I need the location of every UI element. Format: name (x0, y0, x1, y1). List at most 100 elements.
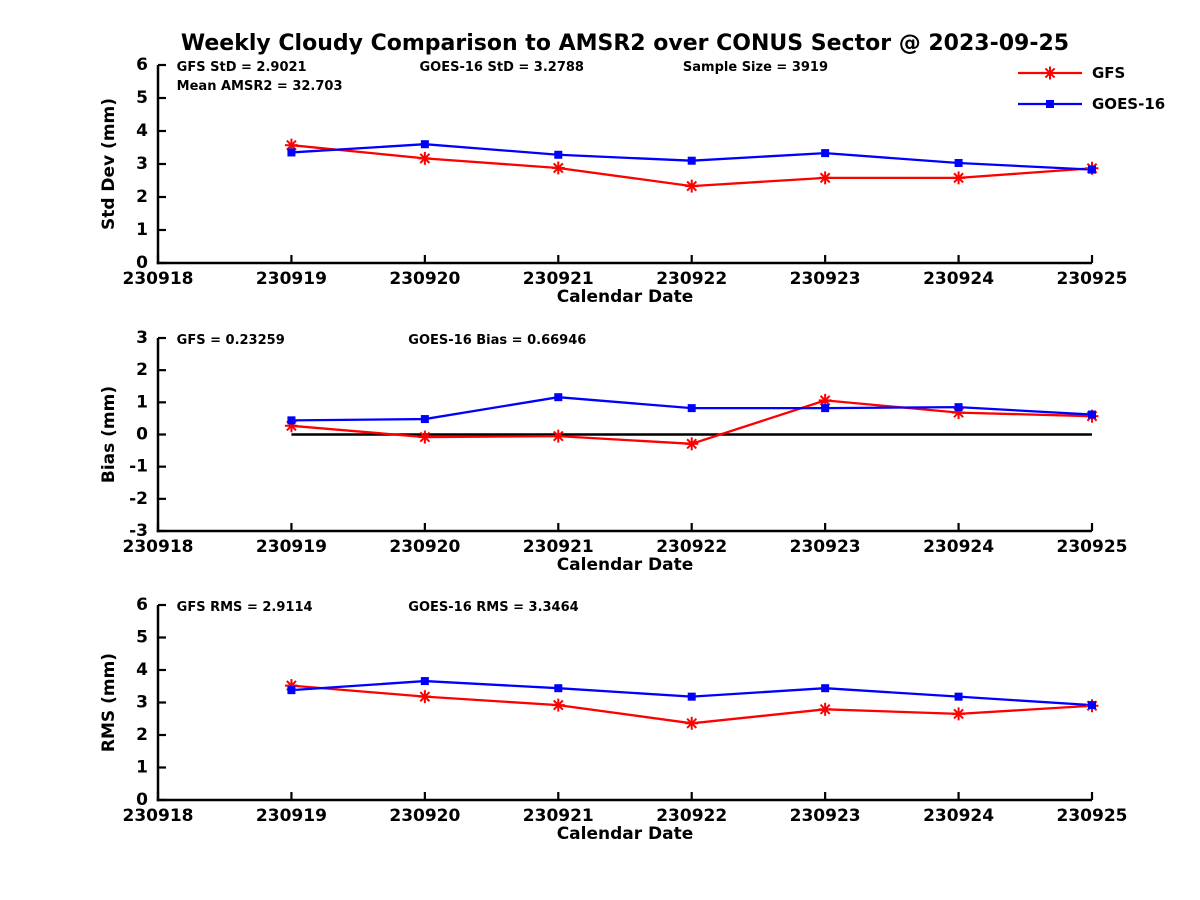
goes-16-marker (821, 404, 830, 413)
y-tick-label: 2 (136, 725, 148, 745)
y-tick-label: -1 (129, 457, 148, 477)
x-tick-label: 230922 (656, 537, 727, 557)
x-tick-label: 230924 (923, 537, 994, 557)
gfs-marker (952, 171, 966, 185)
gfs-legend-marker (1043, 66, 1057, 80)
goes-16-marker (821, 684, 830, 693)
gfs-marker (418, 690, 432, 704)
goes-16-marker (954, 403, 963, 412)
x-tick-label: 230918 (123, 537, 194, 557)
x-tick-label: 230920 (389, 537, 460, 557)
stat-annotation: Mean AMSR2 = 32.703 (177, 79, 343, 94)
stat-annotation: GOES-16 Bias = 0.66946 (408, 333, 586, 348)
legend-label: GOES-16 (1092, 95, 1165, 113)
gfs-marker (418, 151, 432, 165)
gfs-marker (818, 171, 832, 185)
gfs-marker (685, 437, 699, 451)
x-tick-label: 230921 (523, 269, 594, 289)
x-axis-label: Calendar Date (557, 824, 694, 844)
x-tick-label: 230924 (923, 806, 994, 826)
x-tick-label: 230920 (389, 806, 460, 826)
x-tick-label: 230919 (256, 806, 327, 826)
goes-16-marker (687, 692, 696, 701)
y-tick-label: -3 (129, 521, 148, 541)
x-tick-label: 230925 (1057, 269, 1128, 289)
stat-annotation: GFS StD = 2.9021 (177, 60, 307, 75)
y-tick-label: 1 (136, 758, 148, 778)
y-tick-label: 3 (136, 328, 148, 348)
x-tick-label: 230924 (923, 269, 994, 289)
subplot-std-dev: 0 1 2 3 4 5 6 230918 230919 230920 230921 230922 230… (99, 55, 1127, 307)
y-tick-label: 2 (136, 187, 148, 207)
y-tick-label: 1 (136, 220, 148, 240)
stat-annotation: GFS RMS = 2.9114 (177, 600, 313, 615)
gfs-marker (551, 429, 565, 443)
y-tick-label: 5 (136, 88, 148, 108)
gfs-marker (952, 707, 966, 721)
y-tick-label: 0 (136, 425, 148, 445)
y-axis-label: RMS (mm) (99, 653, 119, 752)
x-tick-label: 230918 (123, 269, 194, 289)
x-axis-label: Calendar Date (557, 555, 694, 575)
goes-16-marker (554, 684, 563, 693)
subplot-rms: 0 1 2 3 4 5 6 230918 230919 230920 230921 230922 230… (99, 595, 1127, 844)
legend: GFS GOES-16 (1018, 64, 1165, 113)
goes-16-marker (687, 404, 696, 413)
goes-16-marker (287, 686, 296, 695)
y-tick-label: -2 (129, 489, 148, 509)
gfs-marker (551, 161, 565, 175)
goes-16-marker (554, 393, 563, 402)
goes-16-marker (287, 416, 296, 425)
legend-label: GFS (1092, 64, 1125, 82)
x-tick-label: 230920 (389, 269, 460, 289)
stat-annotation: Sample Size = 3919 (683, 60, 828, 75)
goes-16-marker (420, 415, 429, 424)
y-tick-label: 5 (136, 628, 148, 648)
y-tick-label: 3 (136, 154, 148, 174)
y-axis-label: Std Dev (mm) (99, 98, 119, 230)
subplot-bias: -3 -2 -1 0 1 2 3 230918 230919 230920 230921 230922… (99, 328, 1127, 575)
goes-16-legend-marker (1046, 100, 1054, 108)
gfs-marker (685, 716, 699, 730)
y-tick-label: 2 (136, 360, 148, 380)
y-tick-label: 0 (136, 253, 148, 273)
x-tick-label: 230925 (1057, 537, 1128, 557)
x-axis-label: Calendar Date (557, 287, 694, 307)
x-tick-label: 230919 (256, 537, 327, 557)
goes-16-marker (420, 140, 429, 149)
goes-16-marker (1088, 165, 1096, 174)
x-tick-label: 230925 (1057, 806, 1128, 826)
stat-annotation: GFS = 0.23259 (177, 333, 285, 348)
x-tick-label: 230923 (790, 806, 861, 826)
x-tick-label: 230921 (523, 537, 594, 557)
y-tick-label: 4 (136, 660, 148, 680)
y-tick-label: 6 (136, 595, 148, 615)
goes-16-marker (554, 150, 563, 159)
goes-16-marker (687, 156, 696, 165)
y-tick-label: 3 (136, 693, 148, 713)
x-tick-label: 230921 (523, 806, 594, 826)
y-tick-label: 0 (136, 790, 148, 810)
y-tick-label: 6 (136, 55, 148, 75)
stat-annotation: GOES-16 StD = 3.2788 (420, 60, 584, 75)
y-tick-label: 4 (136, 121, 148, 141)
chart-title: Weekly Cloudy Comparison to AMSR2 over C… (180, 31, 1070, 56)
x-tick-label: 230923 (790, 269, 861, 289)
x-tick-label: 230923 (790, 537, 861, 557)
goes-16-marker (287, 148, 296, 157)
goes-16-marker (954, 159, 963, 168)
x-tick-label: 230922 (656, 806, 727, 826)
x-tick-label: 230919 (256, 269, 327, 289)
gfs-marker (551, 698, 565, 712)
x-tick-label: 230918 (123, 806, 194, 826)
gfs-marker (284, 138, 298, 152)
y-tick-label: 1 (136, 392, 148, 412)
gfs-marker (418, 430, 432, 444)
gfs-marker (818, 702, 832, 716)
goes-16-marker (420, 677, 429, 686)
x-tick-label: 230922 (656, 269, 727, 289)
goes-16-marker (1088, 701, 1096, 710)
stat-annotation: GOES-16 RMS = 3.3464 (408, 600, 578, 615)
